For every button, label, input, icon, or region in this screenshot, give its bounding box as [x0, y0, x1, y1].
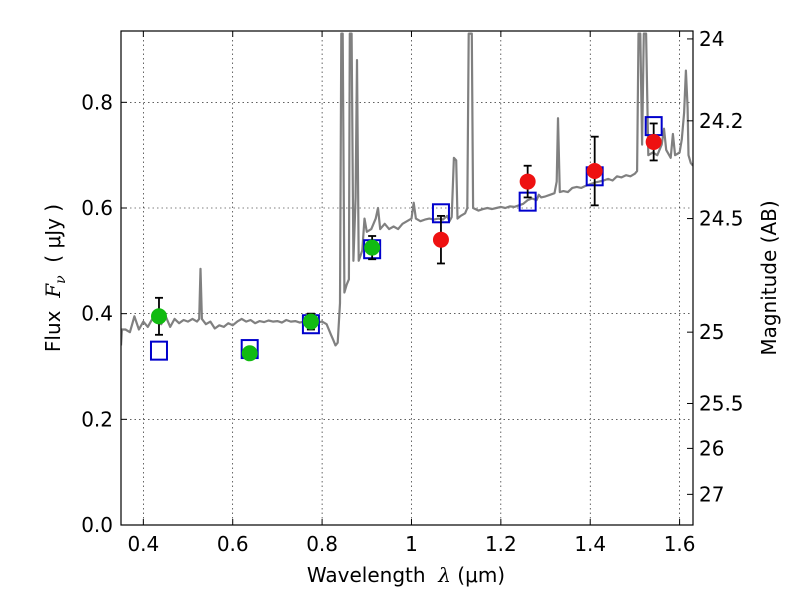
y-axis-label-symbol: F	[41, 283, 65, 299]
plot-frame	[120, 30, 694, 526]
data-point-2-2	[302, 313, 319, 330]
y-tick-label-0: 0.0	[81, 513, 113, 537]
y-tick-label-2: 0.4	[81, 302, 113, 326]
data-point-2-0	[150, 308, 167, 325]
y-axis-label-unit: ( μJy )	[41, 204, 65, 276]
y2-tick-label-2: 24.5	[699, 207, 744, 231]
data-point-3-1	[519, 173, 536, 190]
marker-group	[149, 116, 663, 362]
x-tick-label-1: 0.6	[217, 532, 249, 556]
tick-group: 0.4 0.6 0.8 1 1.2 1.4 1.6 0.0 0.2 0.4 0.6 0.8 24 24.2…	[81, 27, 743, 556]
y2-tick-label-1: 24.2	[699, 109, 744, 133]
y2-tick-label-6: 27	[699, 482, 724, 506]
x-tick-label-6: 1.6	[664, 532, 696, 556]
spectrum-line	[121, 32, 693, 347]
x-tick-label-3: 1	[405, 532, 418, 556]
y2-tick-label-5: 26	[699, 436, 724, 460]
x-tick-label-0: 0.4	[127, 532, 159, 556]
y2-tick-label-0: 24	[699, 27, 724, 51]
x-axis-label-symbol: λ	[437, 563, 451, 587]
x-axis-label: Wavelength λ (μm)	[307, 563, 505, 587]
x-tick-label-2: 0.8	[306, 532, 338, 556]
x-axis-label-unit: (μm)	[451, 563, 505, 587]
data-point-2-1	[241, 345, 258, 362]
y2-tick-label-4: 25.5	[699, 391, 744, 415]
plot-background	[121, 31, 693, 525]
y2-tick-label-3: 25	[699, 320, 724, 344]
y-tick-label-3: 0.6	[81, 196, 113, 220]
x-tick-label-5: 1.4	[574, 532, 606, 556]
data-point-3-2	[586, 163, 603, 180]
y-tick-label-1: 0.2	[81, 407, 113, 431]
spectrum-line-group	[121, 32, 693, 347]
y-axis-label-pre: Flux	[41, 298, 65, 352]
y-tick-label-4: 0.8	[81, 90, 113, 114]
y-axis-label-subscript: ν	[53, 275, 69, 284]
x-tick-label-4: 1.2	[485, 532, 517, 556]
data-point-3-3	[645, 133, 662, 150]
x-axis-label-pre: Wavelength	[307, 563, 438, 587]
data-point-2-3	[364, 239, 381, 256]
y2-axis-label: Magnitude (AB)	[757, 200, 781, 355]
y-axis-label: Flux Fν ( μJy )	[41, 204, 69, 352]
model-square-0	[149, 340, 168, 361]
data-point-3-0	[432, 231, 449, 248]
